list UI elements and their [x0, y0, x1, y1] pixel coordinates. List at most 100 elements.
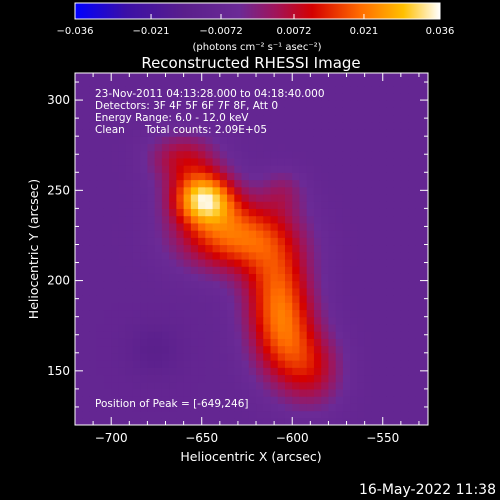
heatmap-cell	[161, 273, 170, 282]
heatmap-cell	[96, 367, 105, 376]
colorbar-unit-label: (photons cm⁻² s⁻¹ asec⁻²)	[192, 42, 321, 53]
heatmap-cell	[371, 410, 380, 419]
heatmap-cell	[132, 143, 141, 152]
heatmap-cell	[313, 345, 322, 354]
heatmap-cell	[219, 157, 228, 166]
heatmap-cell	[241, 360, 250, 368]
heatmap-cell	[386, 295, 395, 303]
heatmap-cell	[147, 295, 156, 303]
heatmap-cell	[154, 92, 163, 101]
heatmap-cell	[234, 388, 243, 397]
heatmap-cell	[379, 230, 387, 238]
heatmap-cell	[415, 258, 424, 267]
heatmap-cell	[328, 230, 337, 238]
heatmap-cell	[241, 388, 250, 397]
heatmap-cell	[248, 258, 257, 267]
heatmap-cell	[299, 331, 308, 339]
heatmap-cell	[140, 381, 149, 390]
heatmap-cell	[256, 121, 264, 130]
heatmap-cell	[205, 374, 214, 383]
heatmap-cell	[154, 179, 163, 188]
heatmap-cell	[270, 403, 279, 412]
heatmap-cell	[342, 121, 351, 130]
heatmap-cell	[277, 388, 286, 397]
heatmap-cell	[393, 302, 402, 311]
heatmap-cell	[350, 403, 358, 412]
heatmap-cell	[89, 186, 98, 195]
heatmap-cell	[82, 388, 91, 397]
heatmap-cell	[125, 193, 134, 202]
heatmap-cell	[212, 172, 221, 181]
heatmap-cell	[234, 121, 243, 130]
heatmap-cell	[415, 295, 424, 303]
heatmap-cell	[82, 73, 91, 80]
heatmap-cell	[111, 396, 120, 404]
heatmap-cell	[408, 121, 416, 130]
heatmap-cell	[364, 157, 373, 166]
heatmap-cell	[132, 230, 141, 238]
heatmap-cell	[132, 287, 141, 296]
heatmap-cell	[371, 345, 380, 354]
heatmap-cell	[263, 417, 272, 425]
heatmap-cell	[256, 143, 264, 152]
heatmap-cell	[132, 374, 141, 383]
heatmap-cell	[292, 186, 301, 195]
heatmap-cell	[147, 193, 156, 202]
heatmap-cell	[313, 172, 322, 181]
heatmap-cell	[205, 331, 214, 339]
heatmap-cell	[169, 121, 177, 130]
heatmap-cell	[335, 388, 344, 397]
heatmap-cell	[219, 107, 228, 116]
heatmap-cell	[132, 128, 141, 137]
heatmap-cell	[111, 273, 120, 282]
heatmap-cell	[82, 193, 91, 202]
heatmap-cell	[364, 107, 373, 116]
heatmap-cell	[169, 215, 177, 224]
heatmap-cell	[176, 73, 185, 80]
heatmap-cell	[313, 143, 322, 152]
heatmap-cell	[299, 244, 308, 253]
heatmap-cell	[292, 323, 301, 332]
heatmap-cell	[140, 345, 149, 354]
heatmap-cell	[198, 388, 206, 397]
heatmap-cell	[89, 244, 98, 253]
heatmap-cell	[342, 410, 351, 419]
heatmap-cell	[183, 374, 192, 383]
heatmap-cell	[125, 237, 134, 246]
heatmap-cell	[82, 107, 91, 116]
heatmap-cell	[82, 78, 91, 87]
heatmap-cell	[219, 316, 228, 325]
heatmap-cell	[342, 381, 351, 390]
heatmap-cell	[227, 78, 235, 87]
heatmap-cell	[227, 186, 235, 195]
heatmap-cell	[147, 179, 156, 188]
heatmap-cell	[277, 143, 286, 152]
heatmap-cell	[422, 381, 428, 390]
heatmap-cell	[379, 136, 387, 144]
heatmap-cell	[89, 273, 98, 282]
heatmap-cell	[393, 78, 402, 87]
heatmap-cell	[205, 309, 214, 318]
heatmap-cell	[393, 186, 402, 195]
heatmap-cell	[147, 287, 156, 296]
heatmap-cell	[103, 251, 112, 260]
heatmap-cell	[111, 208, 120, 217]
heatmap-cell	[313, 287, 322, 296]
heatmap-cell	[212, 309, 221, 318]
heatmap-cell	[190, 302, 199, 311]
heatmap-cell	[342, 85, 351, 94]
heatmap-cell	[350, 208, 358, 217]
heatmap-cell	[161, 179, 170, 188]
heatmap-cell	[284, 295, 293, 303]
heatmap-cell	[335, 157, 344, 166]
heatmap-cell	[313, 107, 322, 116]
heatmap-cell	[313, 338, 322, 347]
heatmap-cell	[342, 280, 351, 289]
heatmap-cell	[256, 230, 264, 238]
heatmap-cell	[140, 295, 149, 303]
heatmap-cell	[386, 345, 395, 354]
heatmap-cell	[277, 78, 286, 87]
heatmap-cell	[219, 179, 228, 188]
heatmap-cell	[219, 323, 228, 332]
heatmap-cell	[371, 309, 380, 318]
